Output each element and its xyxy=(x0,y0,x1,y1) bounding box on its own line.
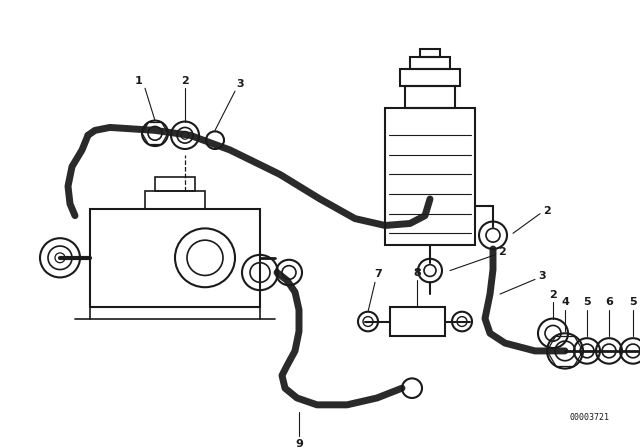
Text: 2: 2 xyxy=(543,206,551,216)
Text: 00003721: 00003721 xyxy=(570,413,610,422)
Bar xyxy=(390,307,445,336)
Bar xyxy=(420,49,440,57)
Text: 9: 9 xyxy=(295,439,303,448)
Text: 2: 2 xyxy=(498,247,506,257)
Text: 3: 3 xyxy=(538,271,546,281)
Bar xyxy=(145,191,205,209)
Text: 3: 3 xyxy=(236,79,244,89)
Text: 5: 5 xyxy=(629,297,637,307)
Text: 4: 4 xyxy=(561,297,569,307)
Bar xyxy=(90,209,260,307)
Bar xyxy=(155,177,195,191)
Bar xyxy=(385,108,475,245)
Bar xyxy=(400,69,460,86)
Text: 1: 1 xyxy=(135,76,143,86)
Text: 8: 8 xyxy=(413,267,421,277)
Bar xyxy=(410,57,450,69)
Text: 6: 6 xyxy=(605,297,613,307)
Bar xyxy=(405,86,455,108)
Text: 2: 2 xyxy=(549,290,557,300)
Text: 7: 7 xyxy=(374,269,382,280)
Text: 5: 5 xyxy=(583,297,591,307)
Text: 2: 2 xyxy=(181,76,189,86)
